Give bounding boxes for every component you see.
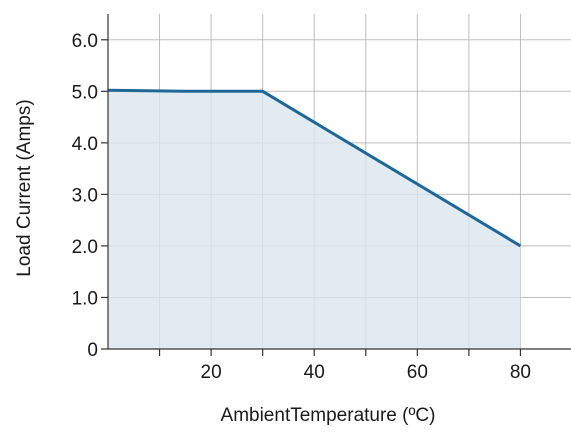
x-tick-label-2: 60	[407, 362, 428, 383]
y-tick-label-1: 1.0	[72, 288, 98, 309]
series-area-0	[108, 90, 520, 349]
y-tick-label-6: 6.0	[72, 31, 98, 52]
x-tick-label-3: 80	[510, 362, 531, 383]
y-axis-title: Load Current (Amps)	[14, 99, 35, 276]
plot-area	[108, 90, 520, 349]
y-tick-label-4: 4.0	[72, 134, 98, 155]
y-tick-label-3: 3.0	[72, 185, 98, 206]
x-axis-title: AmbientTemperature (ºC)	[221, 405, 436, 426]
y-tick-label-5: 5.0	[72, 82, 98, 103]
x-tick-label-1: 40	[304, 362, 325, 383]
y-tick-label-0: 0	[87, 340, 98, 361]
y-tick-label-2: 2.0	[72, 237, 98, 258]
x-tick-label-0: 20	[201, 362, 222, 383]
